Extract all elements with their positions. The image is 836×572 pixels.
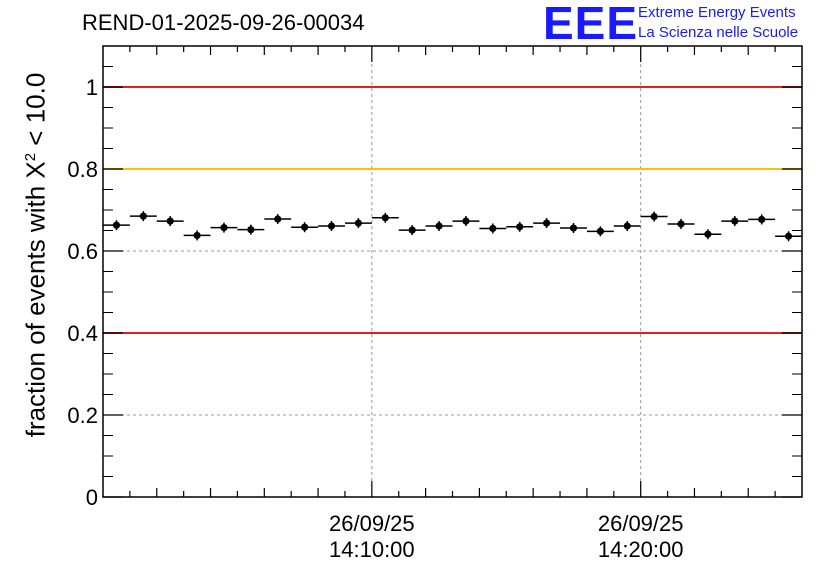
data-point xyxy=(613,220,641,231)
data-point-marker xyxy=(408,226,416,234)
reference-lines xyxy=(103,86,802,334)
data-point-marker xyxy=(516,223,524,231)
y-tick-label: 0.2 xyxy=(67,403,98,428)
grid-layer xyxy=(103,46,802,497)
data-point xyxy=(640,211,668,222)
data-point xyxy=(586,226,614,237)
data-point-marker xyxy=(731,217,739,225)
data-point-marker xyxy=(758,215,766,224)
data-point-marker xyxy=(596,227,604,235)
data-point xyxy=(291,222,319,233)
data-point-marker xyxy=(489,224,497,233)
tick-labels: 00.20.40.60.8126/09/2514:10:0026/09/2514… xyxy=(67,75,683,562)
logo-line-1: Extreme Energy Events xyxy=(638,4,796,21)
y-axis-label-suffix: < 10.0 xyxy=(20,72,51,153)
data-points xyxy=(103,211,802,242)
y-tick-label: 0.6 xyxy=(67,239,98,264)
data-point xyxy=(398,225,426,236)
data-point xyxy=(748,214,776,225)
data-point xyxy=(667,218,695,229)
data-point xyxy=(775,231,802,242)
eee-logo: EEE xyxy=(543,0,639,49)
x-tick-label-time: 14:20:00 xyxy=(598,537,684,562)
data-point xyxy=(721,216,749,227)
data-point xyxy=(506,221,534,232)
data-point xyxy=(371,212,399,223)
data-point xyxy=(533,218,561,229)
data-point-marker xyxy=(139,212,147,220)
data-point-marker xyxy=(274,215,282,223)
data-point-marker xyxy=(542,219,551,227)
data-point-marker xyxy=(623,222,631,230)
y-tick-label: 0 xyxy=(86,485,98,510)
y-tick-label: 0.4 xyxy=(67,321,98,346)
data-point-marker xyxy=(112,221,121,229)
axis-ticks xyxy=(103,45,802,498)
data-point-marker xyxy=(220,224,228,232)
data-point xyxy=(183,230,211,241)
data-point xyxy=(210,222,238,233)
data-point-marker xyxy=(650,212,658,221)
data-point xyxy=(344,218,372,229)
data-point-marker xyxy=(354,219,363,227)
data-point-marker xyxy=(301,223,309,231)
data-point xyxy=(237,224,265,235)
data-point xyxy=(560,223,587,234)
data-point xyxy=(103,220,130,231)
data-point-marker xyxy=(327,222,336,230)
data-point-marker xyxy=(193,231,201,240)
chart-title: REND-01-2025-09-26-00034 xyxy=(82,10,365,35)
data-point xyxy=(452,216,480,227)
data-point xyxy=(425,220,453,231)
x-tick-label-date: 26/09/25 xyxy=(329,511,415,536)
data-point xyxy=(264,214,292,225)
y-tick-label: 1 xyxy=(86,75,98,100)
y-axis-label: fraction of events with X2 < 10.0 xyxy=(21,73,52,438)
data-point xyxy=(129,211,157,222)
data-point-marker xyxy=(247,226,255,234)
plot-frame xyxy=(102,45,803,498)
data-point-marker xyxy=(462,217,470,225)
y-axis-label-prefix: fraction of events with X xyxy=(20,161,51,438)
data-point-marker xyxy=(784,232,793,240)
data-point-marker xyxy=(166,217,174,225)
y-axis-label-superscript: 2 xyxy=(21,152,39,162)
data-point xyxy=(318,220,345,231)
data-point xyxy=(156,216,184,227)
data-point xyxy=(694,229,722,240)
data-point-marker xyxy=(435,222,443,230)
data-point-marker xyxy=(704,230,712,238)
x-tick-label-time: 14:10:00 xyxy=(329,537,415,562)
logo-line-2: La Scienza nelle Scuole xyxy=(638,24,799,41)
plot-frame-border xyxy=(102,45,803,498)
x-tick-label-date: 26/09/25 xyxy=(598,511,684,536)
data-point-marker xyxy=(381,214,389,222)
data-point-marker xyxy=(569,224,578,232)
data-point xyxy=(479,223,507,234)
y-tick-label: 0.8 xyxy=(67,157,98,182)
data-point-marker xyxy=(677,220,685,228)
